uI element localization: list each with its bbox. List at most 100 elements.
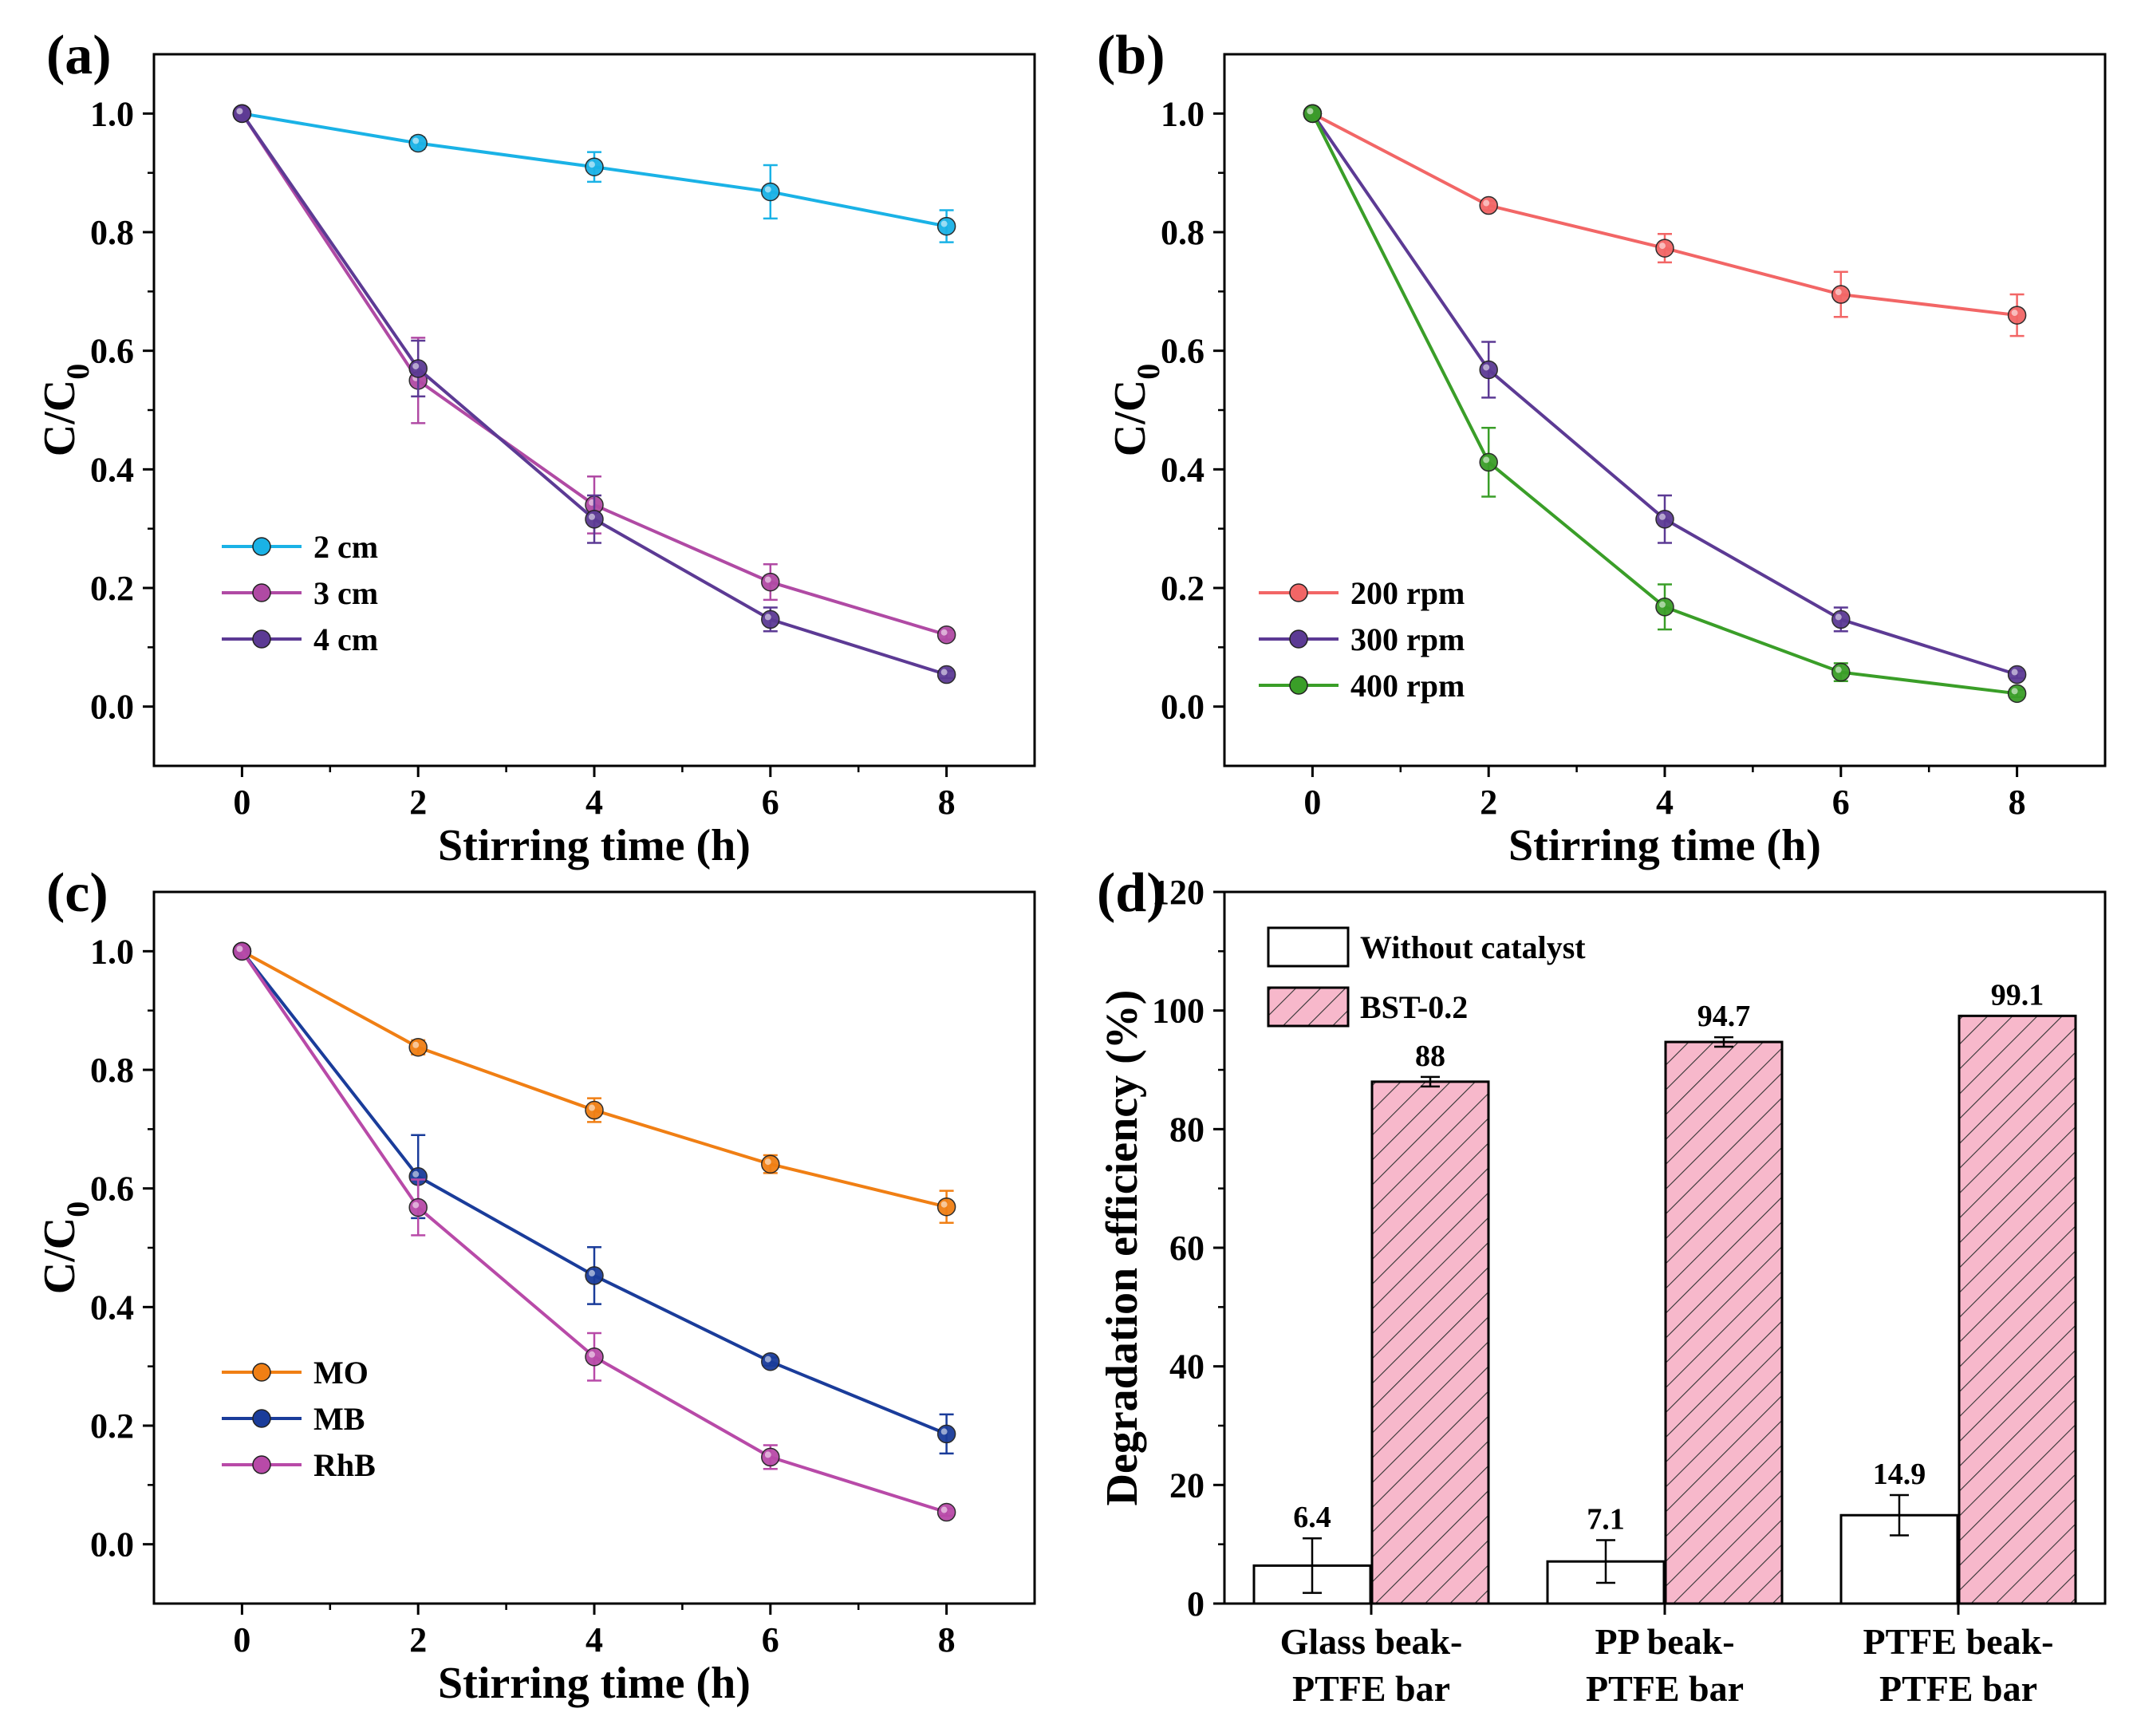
x-tick-label: 0 — [233, 783, 250, 822]
data-point-highlight — [940, 1428, 948, 1435]
legend-label-rhb: RhB — [313, 1447, 376, 1483]
panel-label: (c) — [46, 862, 108, 924]
legend-marker-200-rpm — [1289, 583, 1308, 602]
y-axis-label: Degradation efficiency (%) — [1098, 990, 1147, 1506]
category-label-line2: PTFE bar — [1879, 1668, 2037, 1709]
panel-label: (b) — [1097, 25, 1165, 86]
y-axis-label: C/C0 — [35, 1201, 96, 1294]
data-point-highlight — [2011, 669, 2018, 676]
legend-marker-3-cm — [252, 583, 271, 602]
y-tick-label: 0.8 — [90, 1051, 134, 1090]
data-point-mb — [761, 1351, 780, 1371]
y-tick-label: 0.6 — [90, 332, 134, 371]
data-point-rhb — [408, 1197, 428, 1217]
data-point-highlight — [2011, 688, 2018, 695]
data-label-without-catalyst: 7.1 — [1587, 1502, 1625, 1536]
data-point-mo — [761, 1154, 780, 1174]
data-point-highlight — [1483, 199, 1490, 207]
legend-marker-4-cm — [252, 629, 271, 649]
x-tick-label: 6 — [762, 783, 779, 822]
data-point-rhb — [585, 1347, 604, 1367]
data-point-highlight — [2011, 310, 2018, 317]
x-tick-label: 2 — [409, 783, 427, 822]
data-point-highlight — [412, 137, 420, 144]
data-point-highlight — [412, 1170, 420, 1178]
data-label-without-catalyst: 6.4 — [1293, 1501, 1331, 1534]
data-point-highlight — [1483, 364, 1490, 371]
x-axis-label: Stirring time (h) — [1508, 821, 1821, 870]
legend-label-2-cm: 2 cm — [313, 529, 378, 565]
chart-panel-c: 0 2 4 6 8 0.0 0.2 0.4 0.6 0.8 1.0 Stirring time (h)… — [35, 862, 1036, 1708]
data-point-rhb — [936, 1502, 956, 1522]
x-tick-label: 4 — [1656, 783, 1674, 822]
data-point-300-rpm — [1479, 360, 1498, 380]
x-tick-label: 0 — [1303, 783, 1321, 822]
y-axis-label: C/C0 — [35, 364, 96, 456]
x-axis-label: Stirring time (h) — [438, 821, 751, 870]
y-tick-label: 0 — [1187, 1584, 1204, 1624]
data-point-300-rpm — [1655, 510, 1674, 529]
category-label-line1: PTFE beak- — [1863, 1621, 2054, 1662]
data-point-highlight — [764, 614, 771, 621]
data-point-highlight — [764, 1451, 771, 1458]
data-point-3-cm — [761, 572, 780, 592]
legend-marker-400-rpm — [1289, 676, 1308, 695]
bar-bst-0-2 — [1370, 1080, 1490, 1605]
data-point-highlight — [589, 513, 595, 520]
legend-label-without-catalyst: Without catalyst — [1360, 929, 1586, 965]
data-point-highlight — [1483, 456, 1490, 464]
y-axis-label-subscript: 0 — [1130, 364, 1166, 380]
data-label-without-catalyst: 14.9 — [1873, 1458, 1926, 1491]
data-label-bst-0-2: 88 — [1415, 1040, 1445, 1073]
data-point-highlight — [589, 1269, 595, 1276]
category-label-line2: PTFE bar — [1586, 1668, 1744, 1709]
y-tick-label: 0.0 — [1161, 688, 1204, 727]
data-point-2-cm — [761, 182, 780, 202]
legend-marker-mb — [252, 1409, 271, 1428]
data-point-highlight — [764, 1158, 771, 1166]
data-point-mo — [585, 1100, 604, 1120]
panel-label: (d) — [1097, 862, 1165, 924]
chart-panel-d: 0 20 40 60 80 100 120 Degradation efficiency (%… — [1097, 862, 2107, 1709]
data-point-200-rpm — [1831, 285, 1851, 304]
data-point-highlight — [589, 161, 595, 168]
y-tick-label: 1.0 — [1161, 94, 1204, 133]
data-point-highlight — [1835, 666, 1842, 673]
x-tick-label: 0 — [233, 1620, 250, 1659]
legend-marker-mo — [252, 1363, 271, 1382]
data-point-highlight — [412, 362, 420, 369]
y-tick-label: 1.0 — [90, 932, 134, 971]
data-point-300-rpm — [1831, 610, 1851, 629]
x-tick-label: 8 — [938, 1620, 956, 1659]
legend-label-200-rpm: 200 rpm — [1350, 575, 1465, 611]
y-axis-label-main: C/C — [1106, 380, 1155, 456]
panel-label: (a) — [46, 25, 112, 86]
data-point-400-rpm — [1303, 104, 1323, 124]
y-axis-label-subscript: 0 — [60, 364, 96, 380]
y-tick-label: 0.4 — [1161, 450, 1204, 489]
data-point-4-cm — [408, 359, 428, 378]
x-tick-label: 8 — [2009, 783, 2026, 822]
y-tick-label: 0.2 — [1161, 569, 1204, 608]
y-tick-label: 0.0 — [90, 1525, 134, 1564]
legend-label-mb: MB — [313, 1401, 365, 1437]
data-point-highlight — [940, 1201, 948, 1208]
data-point-highlight — [236, 945, 243, 953]
y-axis-label-main: C/C — [35, 1217, 85, 1294]
data-point-mb — [936, 1424, 956, 1444]
data-point-highlight — [412, 1041, 420, 1048]
data-point-2-cm — [408, 133, 428, 153]
data-point-400-rpm — [1479, 452, 1498, 472]
y-tick-label: 80 — [1169, 1110, 1204, 1149]
data-point-400-rpm — [2007, 684, 2027, 704]
data-point-2-cm — [585, 157, 604, 176]
data-point-highlight — [1835, 289, 1842, 296]
data-point-highlight — [1659, 601, 1666, 608]
category-label-line2: PTFE bar — [1292, 1668, 1450, 1709]
y-tick-label: 0.2 — [90, 1407, 134, 1446]
data-point-rhb — [232, 941, 252, 961]
data-point-400-rpm — [1655, 598, 1674, 617]
data-point-highlight — [940, 669, 948, 676]
data-point-highlight — [1307, 108, 1314, 115]
